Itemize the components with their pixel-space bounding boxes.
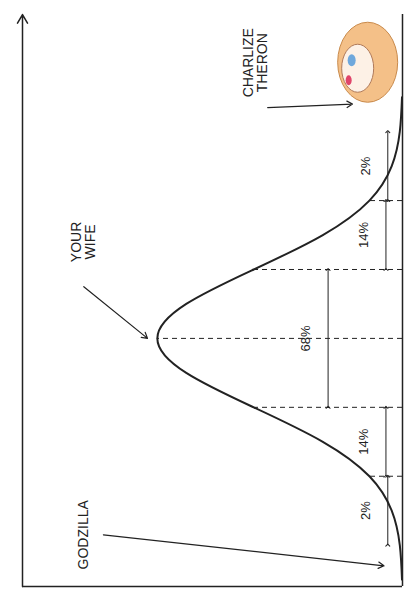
svg-text:2%: 2% xyxy=(358,501,373,520)
svg-text:14%: 14% xyxy=(356,428,371,454)
svg-text:2%: 2% xyxy=(358,156,373,175)
svg-text:68%: 68% xyxy=(298,325,313,351)
svg-text:GODZILLA: GODZILLA xyxy=(75,500,91,570)
svg-text:14%: 14% xyxy=(356,222,371,248)
svg-text:YOURWIFE: YOURWIFE xyxy=(68,222,98,262)
svg-text:CHARLIZETHERON: CHARLIZETHERON xyxy=(240,28,270,97)
